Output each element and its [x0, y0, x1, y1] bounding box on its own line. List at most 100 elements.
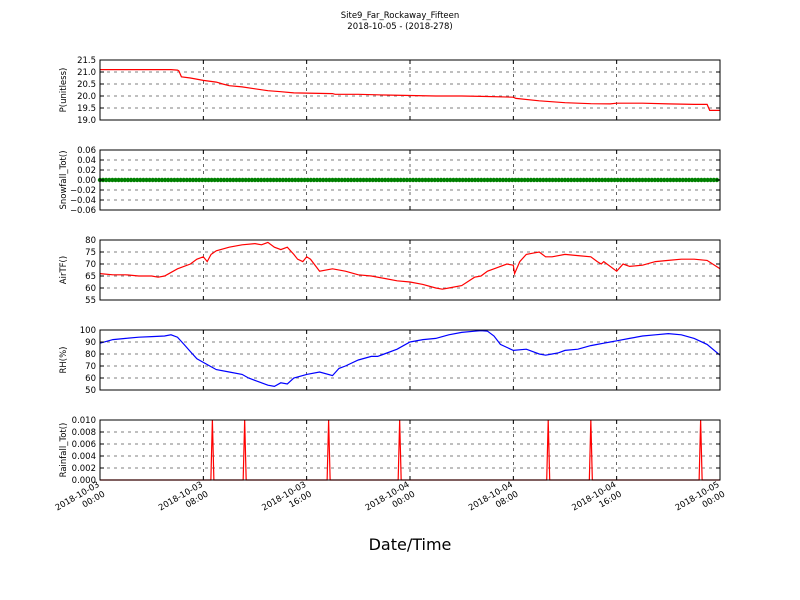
- series-point: [665, 177, 670, 183]
- y-tick-label: 21.5: [77, 56, 96, 66]
- series-point: [302, 177, 307, 183]
- series-point: [528, 177, 534, 183]
- x-axis-ticks: 2018-10-0300:00 2018-10-0308:00 2018-10-03…: [54, 480, 727, 523]
- series-point: [324, 177, 329, 183]
- y-tick-label: 19.0: [77, 116, 96, 126]
- series-point: [693, 177, 698, 183]
- y-tick-label: 70: [85, 260, 96, 270]
- y-tick-label: 60: [85, 374, 96, 384]
- series-point: [556, 177, 561, 183]
- series-point: [565, 177, 571, 183]
- series-point: [404, 177, 410, 183]
- series-point: [479, 177, 484, 183]
- series-point: [314, 177, 320, 183]
- series-point: [379, 177, 385, 183]
- series-point: [119, 177, 124, 183]
- series-point: [417, 177, 422, 183]
- series-point: [683, 177, 689, 183]
- y-tick-label: 0.06: [77, 146, 96, 156]
- series-point: [686, 177, 692, 183]
- series-line: [100, 69, 720, 111]
- chart-subtitle: 2018-10-05 - (2018-278): [347, 22, 452, 32]
- series-point: [228, 177, 233, 183]
- series-point: [107, 177, 112, 183]
- series-point: [395, 177, 400, 183]
- series-point: [538, 177, 543, 183]
- y-tick-label: 0.002: [72, 464, 96, 474]
- series-point: [156, 177, 162, 183]
- series-point: [305, 177, 310, 183]
- series-point: [472, 177, 478, 183]
- series-point: [321, 177, 326, 183]
- series-point: [637, 177, 642, 183]
- series-point: [662, 177, 667, 183]
- series-point: [355, 177, 360, 183]
- series-point: [190, 177, 196, 183]
- series-point: [466, 177, 472, 183]
- series-point: [463, 177, 468, 183]
- series-point: [426, 177, 431, 183]
- series-point: [240, 177, 245, 183]
- series-point: [497, 177, 503, 183]
- series-point: [131, 177, 137, 183]
- series-point: [206, 177, 211, 183]
- series-point: [398, 177, 403, 183]
- series-point: [231, 177, 236, 183]
- series-point: [534, 177, 540, 183]
- series-point: [386, 177, 391, 183]
- panel-4: 50 60 70 80 90 100 RH(%): [59, 326, 721, 396]
- series-point: [476, 177, 481, 183]
- y-tick-label: 20.5: [77, 80, 96, 90]
- series-point: [652, 177, 658, 183]
- series-point: [122, 177, 128, 183]
- series-point: [516, 177, 521, 183]
- series-point: [358, 177, 363, 183]
- chart-title: Site9_Far_Rockaway_Fifteen: [341, 11, 460, 21]
- y-axis-label: Rainfall_Tot(): [59, 423, 69, 478]
- x-tick-label: 2018-10-0308:00: [157, 480, 210, 523]
- series-point: [655, 177, 661, 183]
- series-point: [634, 177, 639, 183]
- series-point: [367, 177, 372, 183]
- series-point: [212, 177, 217, 183]
- series-point: [603, 177, 608, 183]
- series-point: [110, 177, 115, 183]
- series-point: [562, 177, 568, 183]
- series-point: [705, 177, 710, 183]
- series-point: [274, 177, 279, 183]
- series-point: [187, 177, 193, 183]
- series-point: [407, 177, 413, 183]
- series-point: [147, 177, 152, 183]
- series-point: [246, 177, 251, 183]
- series-point: [311, 177, 317, 183]
- series-point: [593, 177, 599, 183]
- series-point: [711, 177, 716, 183]
- series-point: [169, 177, 174, 183]
- panel-1: 19.0 19.5 20.0 20.5 21.0 21.5 P(unitless): [59, 56, 721, 126]
- series-point: [640, 177, 645, 183]
- series-point: [575, 177, 580, 183]
- y-tick-label: 0.02: [77, 166, 96, 176]
- series-point: [317, 177, 323, 183]
- y-axis-label: RH(%): [59, 346, 69, 373]
- y-axis-label: P(unitless): [59, 68, 69, 113]
- series-point: [522, 177, 527, 183]
- series-point: [193, 177, 199, 183]
- y-tick-label: 75: [85, 248, 96, 258]
- series-point: [671, 177, 676, 183]
- series-point: [330, 177, 335, 183]
- series-point: [144, 177, 149, 183]
- series-point: [668, 177, 673, 183]
- series-point: [327, 177, 332, 183]
- series-point: [441, 177, 447, 183]
- series-point: [600, 177, 605, 183]
- y-tick-label: 90: [85, 338, 96, 348]
- series-point: [587, 177, 592, 183]
- y-tick-label: −0.04: [70, 196, 96, 206]
- series-point: [178, 177, 183, 183]
- y-tick-label: 0.000: [72, 476, 96, 486]
- series-point: [544, 177, 549, 183]
- series-point: [268, 177, 273, 183]
- series-point: [494, 177, 499, 183]
- series-line: [99, 329, 721, 388]
